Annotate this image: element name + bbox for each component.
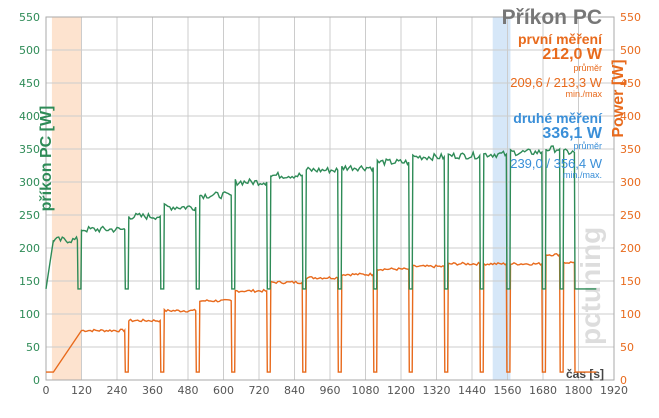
x-tick-label: 1440 <box>458 384 486 397</box>
series-line-1 <box>45 145 597 290</box>
y-tick-label-right: 300 <box>620 176 641 189</box>
x-tick-label: 960 <box>320 384 341 397</box>
chart-title: Příkon PC <box>501 6 602 29</box>
highlight-region-0 <box>51 17 82 380</box>
y-axis-title-right: Power [W] <box>610 59 627 137</box>
x-tick-label: 480 <box>178 384 199 397</box>
x-tick-label: 1080 <box>352 384 380 397</box>
first-measurement-minmax-sub: min./max <box>565 89 602 99</box>
y-tick-label-left: 350 <box>19 143 40 156</box>
y-tick-label-left: 400 <box>19 110 40 123</box>
first-measurement-value: 212,0 W <box>542 46 602 63</box>
y-tick-label-left: 300 <box>19 176 40 189</box>
x-tick-label: 120 <box>71 384 92 397</box>
y-tick-label-left: 50 <box>26 341 40 354</box>
x-tick-label: 1320 <box>423 384 451 397</box>
first-measurement-minmax: 209,6 / 213,3 W <box>510 75 602 90</box>
second-measurement-value: 336,1 W <box>542 125 602 142</box>
first-measurement-label: první měření <box>517 31 602 47</box>
x-tick-label: 0 <box>43 384 50 397</box>
y-tick-label-right: 100 <box>620 308 641 321</box>
second-measurement-minmax-sub: min./max. <box>562 170 602 180</box>
y-tick-label-left: 150 <box>19 275 40 288</box>
x-tick-label: 1920 <box>600 384 628 397</box>
y-tick-label-right: 450 <box>620 77 641 90</box>
plot-frame <box>45 16 615 381</box>
y-tick-label-left: 0 <box>33 374 40 387</box>
x-tick-label: 1560 <box>494 384 522 397</box>
y-tick-label-left: 200 <box>19 242 40 255</box>
first-measurement-value-sub: průměr <box>573 63 602 73</box>
watermark: pctuning <box>575 227 606 345</box>
x-tick-label: 240 <box>107 384 128 397</box>
y-tick-label-right: 550 <box>620 11 641 24</box>
y-axis-title-left: příkon PC [W] <box>38 106 55 212</box>
y-tick-label-right: 400 <box>620 110 641 123</box>
second-measurement-label: druhé měření <box>513 110 602 126</box>
x-tick-label: 1800 <box>565 384 593 397</box>
y-tick-label-right: 200 <box>620 242 641 255</box>
x-tick-label: 720 <box>249 384 270 397</box>
y-tick-label-right: 0 <box>620 374 627 387</box>
x-tick-label: 1680 <box>529 384 557 397</box>
series-line-0 <box>46 252 597 373</box>
y-tick-label-right: 50 <box>620 341 634 354</box>
y-tick-label-right: 250 <box>620 209 641 222</box>
y-tick-label-left: 450 <box>19 77 40 90</box>
y-tick-label-left: 250 <box>19 209 40 222</box>
x-tick-label: 360 <box>142 384 163 397</box>
y-tick-label-right: 500 <box>620 44 641 57</box>
x-tick-label: 1200 <box>387 384 415 397</box>
second-measurement-value-sub: průměr <box>573 141 602 151</box>
y-tick-label-right: 350 <box>620 143 641 156</box>
y-tick-label-left: 500 <box>19 44 40 57</box>
y-tick-label-left: 100 <box>19 308 40 321</box>
x-axis-title: čas [s] <box>566 367 604 381</box>
second-measurement-minmax: 239,0 / 356,4 W <box>510 156 602 171</box>
x-tick-label: 600 <box>213 384 234 397</box>
x-tick-label: 840 <box>284 384 305 397</box>
y-tick-label-right: 150 <box>620 275 641 288</box>
y-tick-label-left: 550 <box>19 11 40 24</box>
